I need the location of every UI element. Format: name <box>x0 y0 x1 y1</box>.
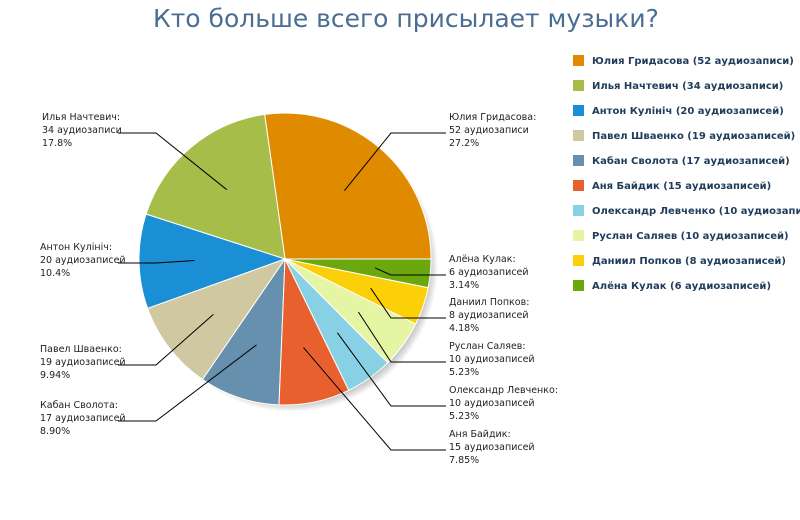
chart-title: Кто больше всего присылает музыки? <box>153 4 659 33</box>
callout-label: Олександр Левченко: <box>449 385 558 396</box>
callout-label: 27.2% <box>449 138 479 149</box>
legend-swatch <box>573 230 584 241</box>
callout-line <box>344 132 446 192</box>
callout-label: 5.23% <box>449 367 479 378</box>
callout-label: 8 аудиозаписей <box>449 310 529 321</box>
legend-label: Антон Кулініч (20 аудиозаписей) <box>592 106 784 117</box>
callout-line <box>336 332 446 407</box>
callout-line <box>357 311 446 363</box>
pie-slice <box>146 258 287 381</box>
callout-label: 15 аудиозаписей <box>449 442 535 453</box>
pie-slice <box>201 257 286 406</box>
callout-label: Алёна Кулак: <box>449 254 516 265</box>
callout-line <box>303 347 446 451</box>
callout-line <box>118 344 257 422</box>
callout-label: 52 аудиозаписи <box>449 125 529 136</box>
callout-label: 10.4% <box>40 268 70 279</box>
legend-swatch <box>573 255 584 266</box>
callout-line <box>374 267 446 276</box>
legend-swatch <box>573 180 584 191</box>
callout-label: 10 аудиозаписей <box>449 354 535 365</box>
pie-slice <box>145 113 286 260</box>
callout-label: 6 аудиозаписей <box>449 267 529 278</box>
callout-label: 17 аудиозаписей <box>40 413 126 424</box>
legend-label: Кабан Сволота (17 аудиозаписей) <box>592 155 790 167</box>
callout-line <box>118 132 228 191</box>
legend-label: Руслан Саляев (10 аудиозаписей) <box>592 231 789 242</box>
legend-label: Юлия Гридасова (52 аудиозаписи) <box>592 56 794 67</box>
legend-label: Аня Байдик (15 аудиозаписей) <box>592 181 771 192</box>
legend-label: Илья Начтевич (34 аудиозаписи) <box>592 81 783 92</box>
legend-label: Павел Шваенко (19 аудиозаписей) <box>592 131 795 142</box>
legend-label: Алёна Кулак (6 аудиозаписей) <box>592 280 771 292</box>
legend-label: Даниил Попков (8 аудиозаписей) <box>592 256 786 267</box>
callout-label: Антон Кулініч: <box>40 242 112 253</box>
legend-swatch <box>573 105 584 116</box>
legend-swatch <box>573 205 584 216</box>
legend-swatch <box>573 280 584 291</box>
legend-swatch <box>573 80 584 91</box>
callout-label: 17.8% <box>42 138 72 149</box>
callout-label: Руслан Саляев: <box>449 341 526 352</box>
callout-label: Илья Начтевич: <box>42 112 120 123</box>
callout-label: Юлия Гридасова: <box>449 112 536 123</box>
legend-swatch <box>573 130 584 141</box>
callout-label: Кабан Сволота: <box>40 400 118 411</box>
callout-line <box>118 314 214 366</box>
callout-label: 4.18% <box>449 323 479 334</box>
legend-swatch <box>573 155 584 166</box>
callout-label: Даниил Попков: <box>449 297 529 308</box>
callout-label: 3.14% <box>449 280 479 291</box>
callout-label: 10 аудиозаписей <box>449 398 535 409</box>
pie-slice <box>138 213 287 310</box>
callout-label: 9.94% <box>40 370 70 381</box>
callout-label: 8.90% <box>40 426 70 437</box>
callout-label: 5.23% <box>449 411 479 422</box>
callout-label: Павел Шваенко: <box>40 344 122 355</box>
legend-swatch <box>573 55 584 66</box>
pie-slice <box>284 258 432 289</box>
callout-label: 20 аудиозаписей <box>40 255 126 266</box>
legend-label: Олександр Левченко (10 аудиозаписей) <box>592 206 800 217</box>
callout-line <box>118 260 195 264</box>
callout-label: 19 аудиозаписей <box>40 357 126 368</box>
callout-label: Аня Байдик: <box>449 429 511 440</box>
callout-line <box>370 287 446 319</box>
callout-label: 7.85% <box>449 455 479 466</box>
callout-label: 34 аудиозаписи <box>42 125 122 136</box>
